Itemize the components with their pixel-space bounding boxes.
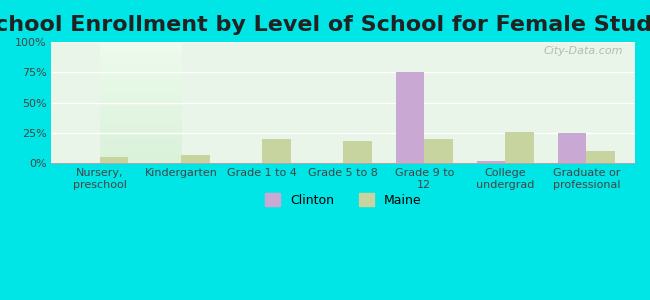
- Title: School Enrollment by Level of School for Female Students: School Enrollment by Level of School for…: [0, 15, 650, 35]
- Bar: [343, 142, 372, 163]
- Bar: [424, 139, 452, 163]
- Bar: [586, 151, 615, 163]
- Bar: [181, 155, 209, 163]
- Bar: [477, 161, 505, 163]
- Text: City-Data.com: City-Data.com: [544, 46, 623, 56]
- Bar: [100, 157, 129, 163]
- Legend: Clinton, Maine: Clinton, Maine: [260, 188, 426, 211]
- Bar: [558, 133, 586, 163]
- Bar: [505, 132, 534, 163]
- Bar: [396, 72, 424, 163]
- Bar: [262, 139, 291, 163]
